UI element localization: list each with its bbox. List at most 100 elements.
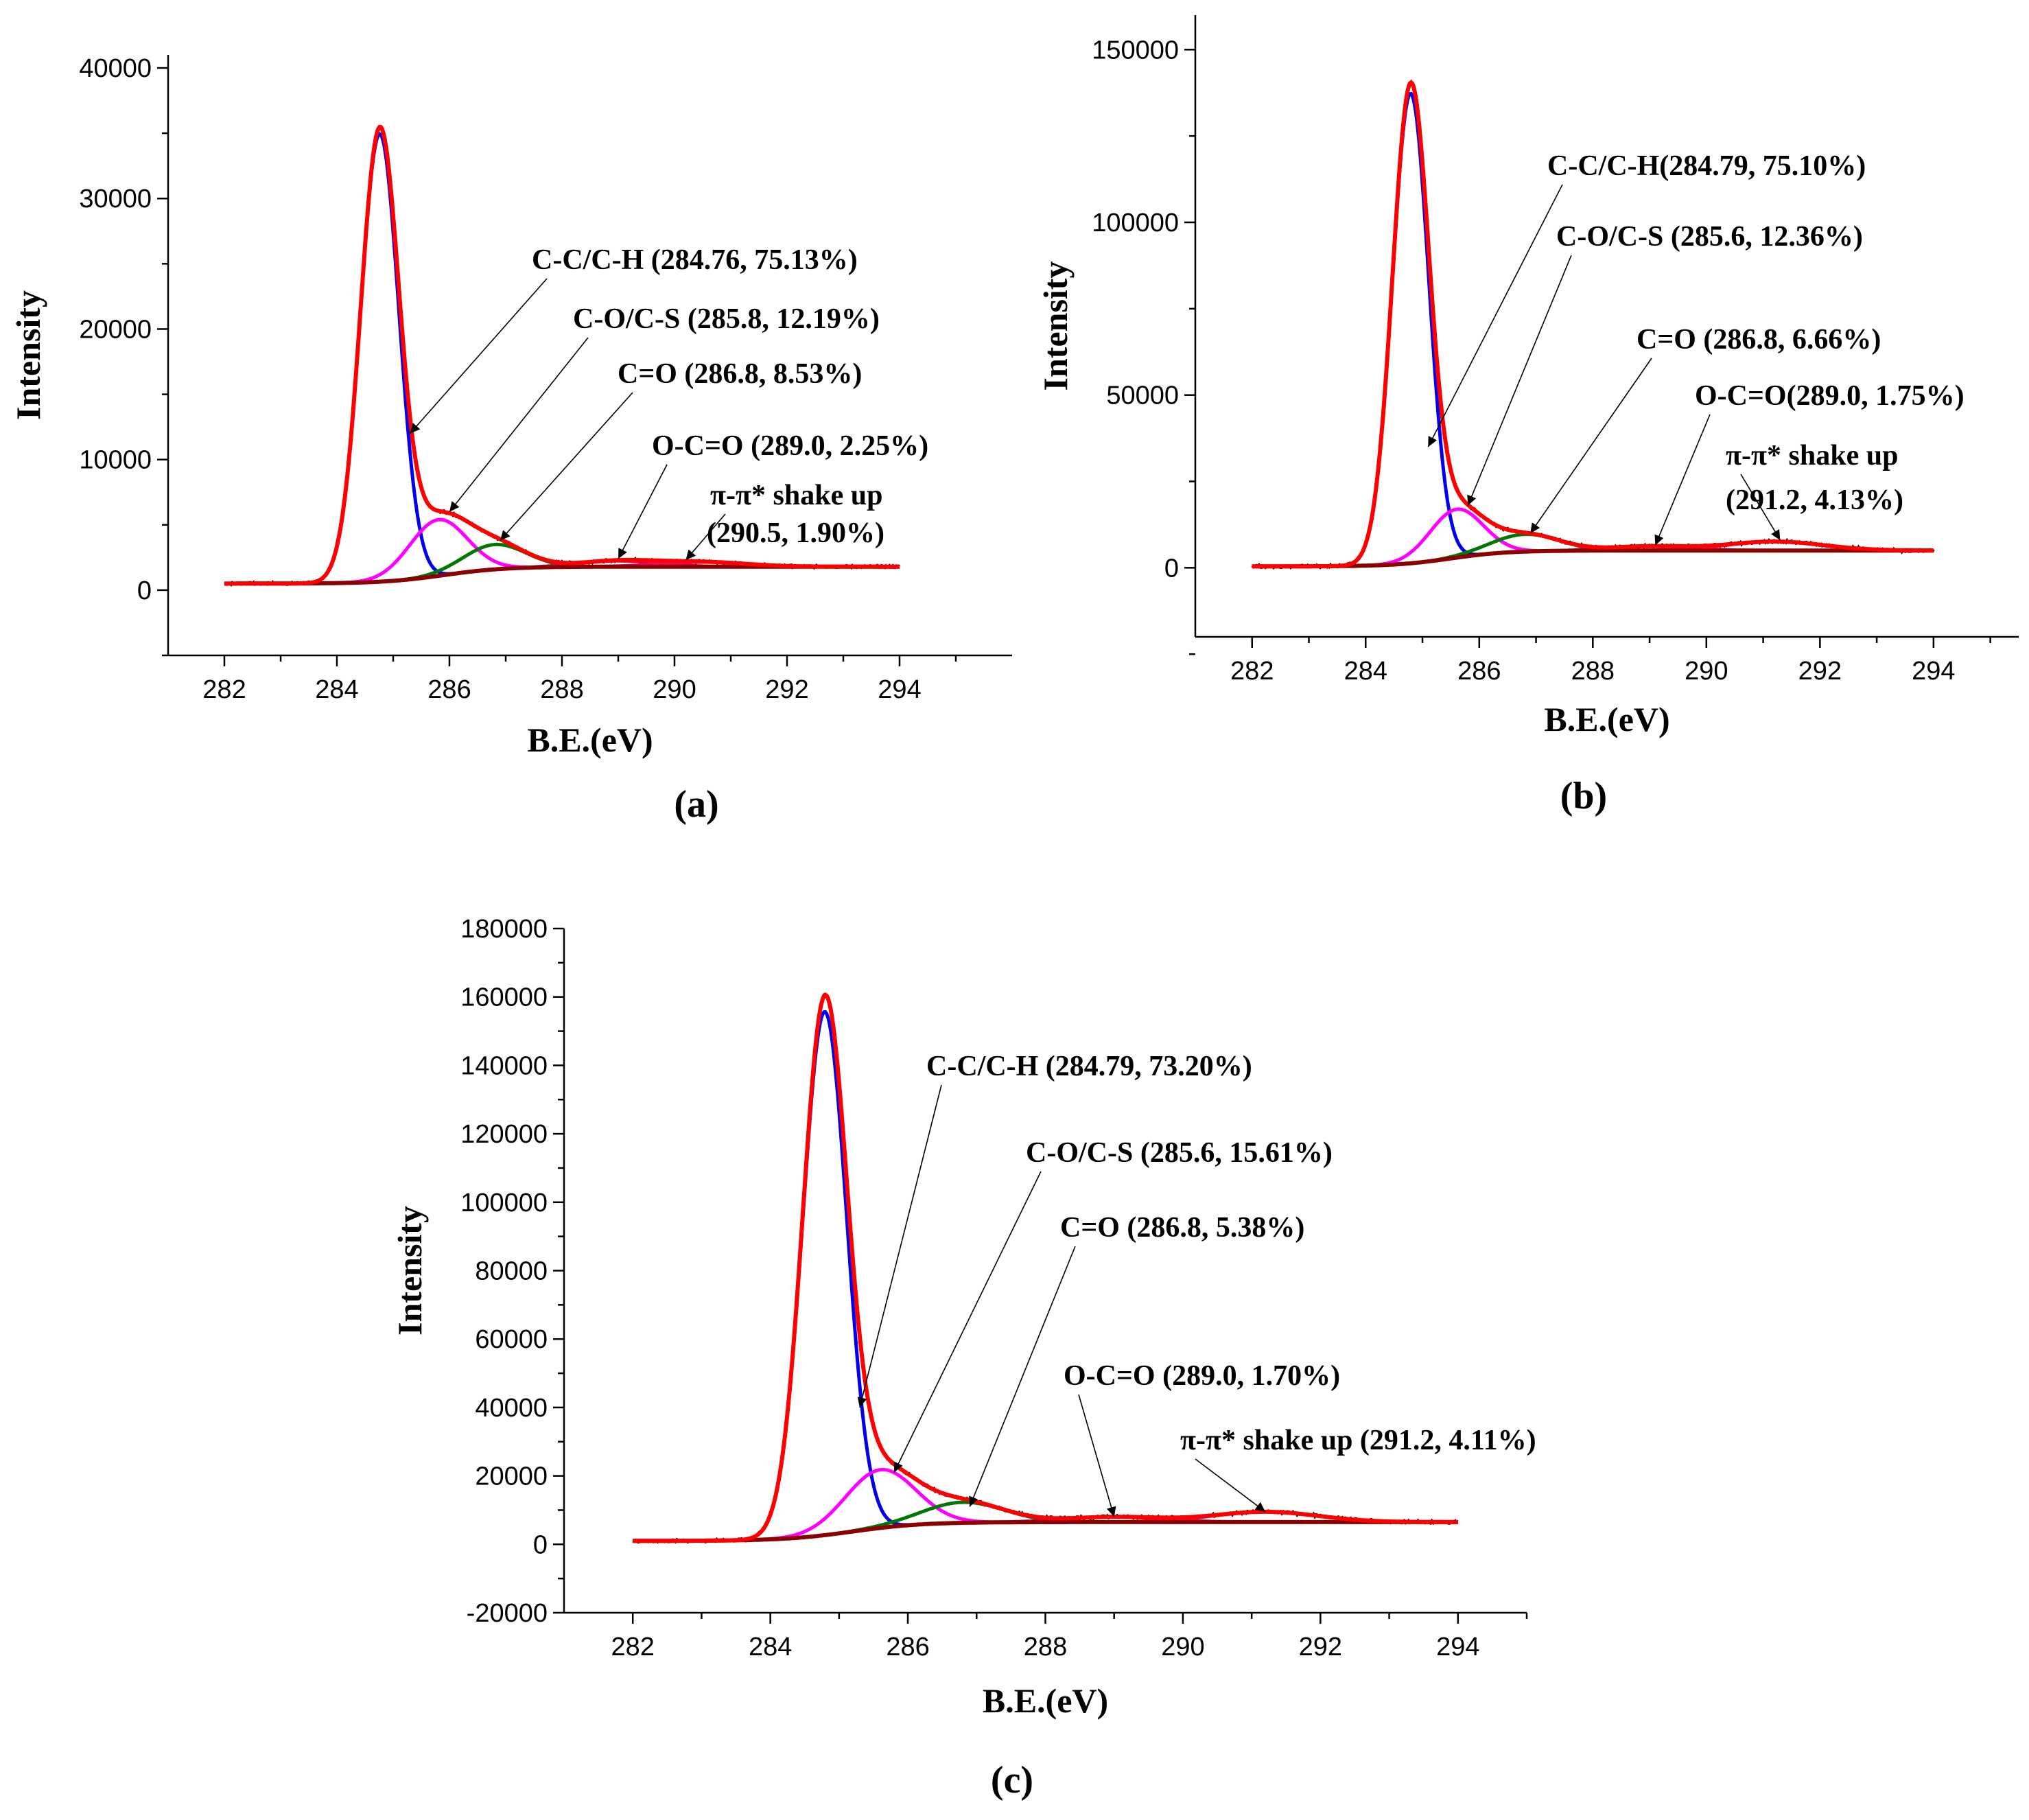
x-tick-label: 282 (202, 675, 246, 704)
x-tick-label: 292 (1299, 1633, 1342, 1661)
annotation-label: O-C=O(289.0, 1.75%) (1695, 380, 1965, 412)
y-tick-label: 0 (533, 1530, 548, 1559)
annotation-leader (893, 1171, 1042, 1473)
panel-label: (c) (991, 1759, 1033, 1801)
y-tick-label: 20000 (79, 315, 152, 344)
annotation-leader (1427, 184, 1563, 447)
y-tick-label: 80000 (475, 1257, 548, 1286)
annotation-arrowhead (1771, 529, 1781, 541)
x-tick-label: 282 (1230, 657, 1274, 686)
y-tick-label: 20000 (475, 1462, 548, 1491)
annotation-label: C=O (286.8, 5.38%) (1060, 1212, 1304, 1244)
x-axis-label: B.E.(eV) (527, 721, 653, 759)
x-tick-label: 292 (765, 675, 808, 704)
component-c-c-c-h-line (633, 1010, 1458, 1543)
x-tick-label: 282 (611, 1633, 655, 1661)
background-line (633, 1519, 1458, 1543)
x-tick-label: 288 (1571, 657, 1615, 686)
x-tick-label: 286 (1457, 657, 1501, 686)
annotation-leader (1529, 358, 1652, 534)
y-tick-label: 60000 (475, 1325, 548, 1354)
y-tick-label: 140000 (460, 1051, 548, 1080)
annotation-arrowhead (618, 548, 627, 559)
panel-label: (a) (674, 783, 718, 826)
annotation-leader (859, 1084, 942, 1408)
annotation-label: O-C=O (289.0, 1.70%) (1064, 1360, 1340, 1392)
annotation-label: (291.2, 4.13%) (1726, 485, 1903, 516)
annotation-leader (1078, 1394, 1115, 1517)
x-tick-label: 284 (315, 675, 358, 704)
y-axis-label: Intensity (1036, 261, 1075, 391)
annotation-label: C-O/C-S (285.6, 12.36%) (1556, 221, 1863, 253)
y-tick-label: 40000 (79, 54, 152, 83)
component-c-o-c-s-line (633, 1468, 1458, 1543)
x-tick-label: 284 (1344, 657, 1387, 686)
y-tick-label: 0 (1164, 554, 1179, 583)
annotation-arrowhead (500, 530, 511, 541)
annotation-label: π-π* shake up (291.2, 4.11%) (1180, 1425, 1536, 1456)
annotation-arrowhead (857, 1397, 867, 1408)
x-tick-label: 286 (886, 1633, 929, 1661)
annotation-label: C=O (286.8, 8.53%) (618, 358, 862, 390)
annotation-arrowhead (1428, 436, 1438, 447)
raw-data-line (224, 124, 901, 587)
x-tick-label: 290 (1685, 657, 1728, 686)
annotation-arrowhead (1254, 1502, 1266, 1512)
annotation-label: C-C/C-H (284.76, 75.13%) (532, 244, 858, 276)
panel-c: 282 284 286 288 290 292 294 -20000 0 20000 40000 60… (390, 915, 1536, 1801)
annotation-leader (500, 392, 633, 541)
panel-label: (b) (1560, 775, 1607, 817)
annotation-arrowhead (1467, 494, 1477, 506)
panel-a: 282 284 286 288 290 292 294 0 10000 20000 30000 400… (9, 54, 1012, 826)
annotation-leader (969, 1246, 1076, 1507)
y-tick-label: 100000 (460, 1189, 548, 1217)
x-tick-label: 294 (1912, 657, 1955, 686)
y-axis-label: Intensity (390, 1206, 429, 1335)
x-tick-label: 288 (540, 675, 583, 704)
annotation-label: C-O/C-S (285.8, 12.19%) (573, 303, 880, 335)
annotation-leader (1195, 1458, 1266, 1513)
annotation-label: (290.5, 1.90%) (707, 517, 884, 549)
annotation-arrowhead (969, 1495, 978, 1507)
x-tick-label: 292 (1798, 657, 1842, 686)
y-tick-label: 160000 (460, 983, 548, 1012)
annotation-arrowhead (894, 1461, 903, 1473)
x-axis-label: B.E.(eV) (1544, 700, 1669, 738)
annotation-arrowhead (685, 549, 696, 561)
annotation-label: π-π* shake up (1726, 440, 1898, 471)
x-tick-label: 294 (878, 675, 921, 704)
envelope-line (1252, 80, 1934, 569)
annotation-label: C-O/C-S (285.6, 15.61%) (1026, 1137, 1333, 1169)
y-tick-label: 40000 (475, 1394, 548, 1423)
x-tick-label: 284 (749, 1633, 792, 1661)
annotation-label: O-C=O (289.0, 2.25%) (652, 430, 928, 462)
x-tick-label: 288 (1024, 1633, 1067, 1661)
x-tick-label: 286 (427, 675, 471, 704)
component-c-o-c-s-line (1252, 507, 1934, 568)
y-tick-label: 150000 (1092, 36, 1179, 65)
annotation-arrowhead (449, 501, 460, 512)
annotation-leader (449, 337, 589, 513)
y-tick-label: 180000 (460, 915, 548, 944)
annotation-label: π-π* shake up (710, 480, 882, 511)
annotation-arrowhead (1530, 522, 1540, 533)
annotation-leader (1467, 255, 1572, 506)
x-tick-label: 294 (1436, 1633, 1479, 1661)
annotation-leader (1654, 414, 1711, 546)
annotation-label: C-C/C-H(284.79, 75.10%) (1547, 150, 1866, 182)
x-axis-label: B.E.(eV) (983, 1681, 1108, 1720)
envelope-line (224, 124, 900, 586)
annotation-leader (618, 464, 668, 559)
y-tick-label: 0 (137, 576, 152, 605)
y-tick-label: 10000 (79, 446, 152, 475)
y-tick-label: -20000 (467, 1599, 548, 1628)
x-tick-label: 290 (1161, 1633, 1204, 1661)
y-tick-label: 50000 (1106, 382, 1179, 410)
annotation-arrowhead (1107, 1506, 1116, 1517)
annotation-label: C-C/C-H (284.79, 73.20%) (926, 1051, 1252, 1082)
y-tick-label: 100000 (1092, 209, 1179, 237)
y-axis-label: Intensity (9, 290, 47, 420)
background-line (1252, 548, 1934, 569)
annotation-leader (685, 513, 726, 561)
